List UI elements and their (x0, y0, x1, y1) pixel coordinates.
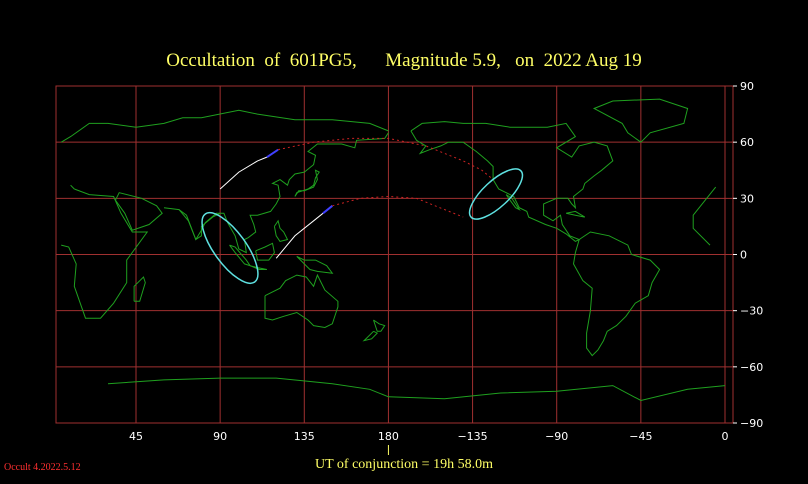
longitude-label: 135 (294, 430, 315, 443)
south-path-daylight (332, 195, 464, 218)
coastline (565, 210, 586, 218)
shadow-outline-east (468, 168, 524, 220)
coastline (229, 244, 252, 267)
latitude-label: 60 (740, 136, 754, 149)
coastline (264, 273, 339, 329)
occultation-paths (201, 137, 524, 285)
coastline (61, 188, 149, 319)
coastline (410, 121, 614, 242)
coastline (692, 186, 717, 246)
coastline (178, 209, 221, 241)
latitude-label: −30 (740, 305, 763, 318)
longitude-label: 180 (378, 430, 399, 443)
coastline (249, 265, 267, 270)
coastline (296, 255, 334, 274)
latitude-label: 0 (740, 249, 747, 262)
longitude-label: −45 (629, 430, 652, 443)
axis-labels: 45 90 135 180 −135 −90 −45 0 90 60 30 0 −30 −60 −90 (129, 80, 763, 455)
coastline (592, 98, 689, 143)
chart-title: Occultation of 601PG5, Magnitude 5.9, on… (166, 50, 642, 71)
coastline (505, 194, 521, 211)
north-path-daylight (278, 137, 494, 180)
longitude-label: 45 (129, 430, 143, 443)
coastline (273, 219, 289, 242)
coastline (294, 169, 320, 197)
longitude-label: −135 (457, 430, 487, 443)
coastline (60, 109, 389, 143)
coastlines (60, 98, 726, 402)
longitude-label: 90 (213, 430, 227, 443)
coastline (572, 231, 661, 357)
coastline (388, 385, 726, 402)
map-grid (56, 86, 733, 423)
longitude-label: −90 (545, 430, 568, 443)
coastline (114, 192, 163, 231)
longitude-label: 0 (722, 430, 729, 443)
coastline (373, 319, 386, 332)
coastline (107, 377, 389, 398)
latitude-label: −90 (740, 417, 763, 430)
latitude-label: −60 (740, 361, 763, 374)
shadow-outline-west (201, 211, 259, 285)
south-path-twilight (322, 205, 333, 215)
coastline (362, 330, 379, 342)
coastline (163, 132, 389, 254)
latitude-label: 30 (740, 192, 754, 205)
south-limit-path (275, 212, 324, 259)
conjunction-time: UT of conjunction = 19h 58.0m (315, 457, 493, 472)
north-limit-path (219, 156, 268, 190)
coastline (70, 184, 75, 190)
latitude-label: 90 (740, 80, 754, 93)
north-path-twilight (266, 148, 279, 158)
coastline (133, 276, 146, 302)
coastline (255, 242, 275, 261)
software-version: Occult 4.2022.5.12 (4, 462, 81, 473)
